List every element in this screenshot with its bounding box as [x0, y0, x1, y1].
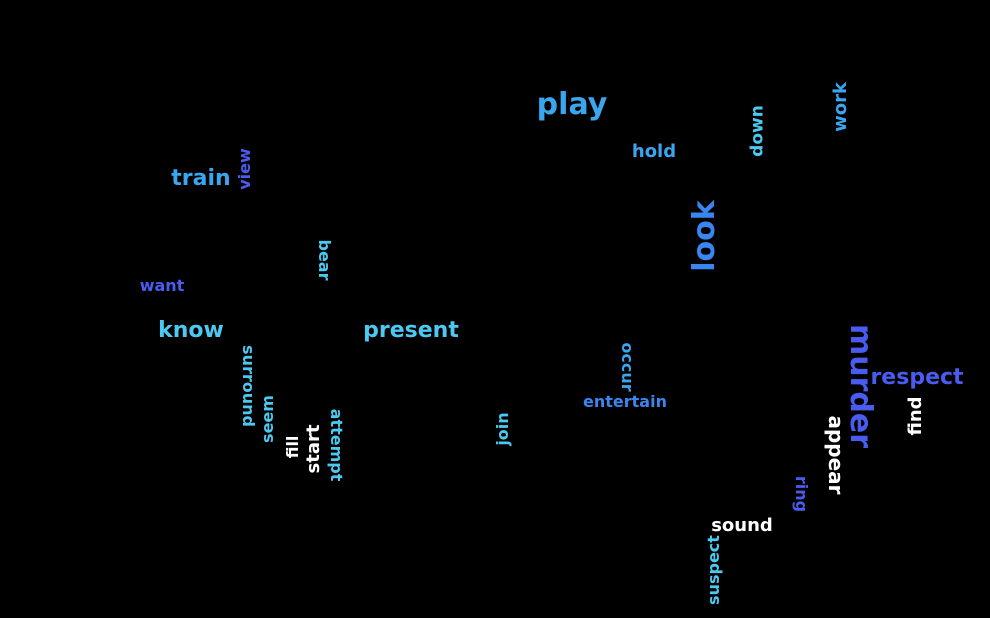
word-respect: respect: [870, 365, 964, 390]
word-start: start: [303, 424, 324, 474]
word-know: know: [158, 318, 224, 343]
word-attempt: attempt: [327, 408, 346, 482]
word-entertain: entertain: [583, 392, 667, 411]
word-find: find: [905, 396, 926, 436]
word-seem: seem: [258, 395, 277, 443]
word-work: work: [830, 82, 851, 132]
word-look: look: [687, 200, 722, 272]
word-down: down: [747, 105, 768, 157]
word-ring: ring: [792, 475, 811, 513]
word-join: join: [493, 412, 512, 446]
word-view: view: [235, 148, 254, 190]
word-occur: occur: [618, 342, 637, 392]
word-appear: appear: [824, 415, 848, 495]
word-surround: surround: [239, 345, 258, 427]
word-fill: fill: [283, 435, 302, 459]
word-suspect: suspect: [704, 535, 723, 605]
word-want: want: [139, 276, 185, 295]
word-train: train: [171, 166, 231, 191]
word-play: play: [536, 87, 608, 122]
word-bear: bear: [315, 239, 334, 281]
word-hold: hold: [631, 141, 677, 162]
word-sound: sound: [711, 515, 773, 536]
word-present: present: [363, 318, 459, 343]
